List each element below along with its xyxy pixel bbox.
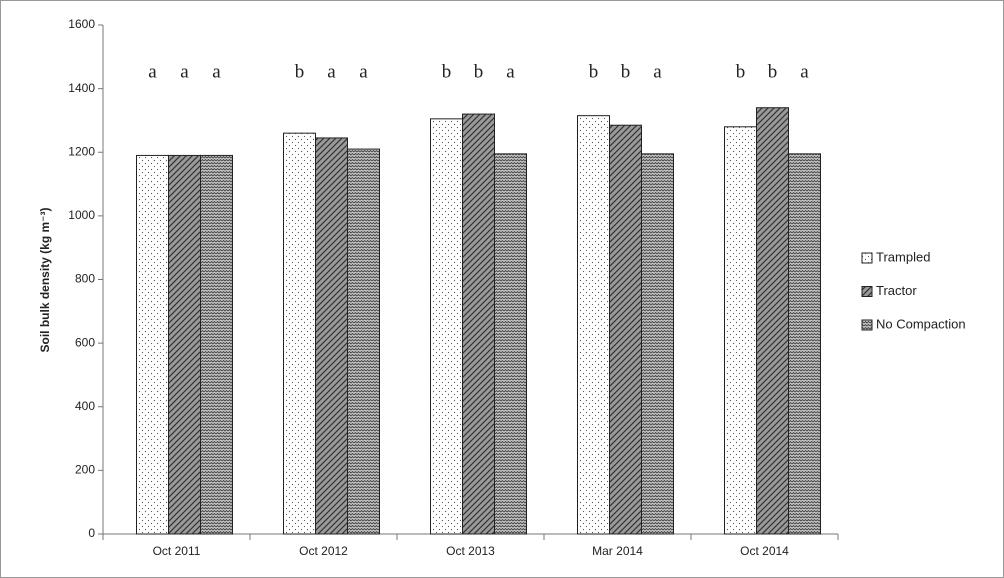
- significance-letter: b: [768, 61, 778, 82]
- legend-label: No Compaction: [876, 316, 966, 331]
- legend-swatch: [861, 319, 873, 331]
- bar: [609, 124, 642, 535]
- significance-letter: b: [295, 61, 305, 82]
- y-tick-label: 800: [75, 272, 95, 286]
- y-tick-label: 1400: [68, 81, 95, 95]
- legend-swatch: [861, 286, 873, 297]
- bar: [200, 154, 233, 535]
- significance-letter: b: [621, 61, 631, 82]
- legend-label: Trampled: [876, 249, 930, 264]
- x-tick-label: Oct 2011: [153, 544, 201, 558]
- significance-letter: a: [180, 61, 189, 82]
- bar: [577, 115, 610, 535]
- legend-swatch: [861, 252, 873, 264]
- significance-letter: a: [212, 61, 221, 82]
- significance-letter: a: [359, 61, 368, 82]
- bar: [462, 113, 495, 535]
- y-tick-label: 1600: [68, 17, 95, 31]
- bar: [347, 148, 380, 535]
- significance-letter: b: [736, 61, 746, 82]
- bar: [283, 132, 316, 535]
- y-tick-label: 0: [88, 526, 95, 540]
- bar: [136, 154, 169, 535]
- y-axis-label: Soil bulk density (kg m⁻³): [38, 207, 52, 352]
- significance-letter: a: [800, 61, 809, 82]
- y-tick-label: 600: [75, 335, 95, 349]
- bar: [724, 126, 757, 535]
- bar: [641, 153, 674, 535]
- legend-label: Tractor: [876, 283, 917, 298]
- y-tick-label: 1000: [68, 208, 95, 222]
- significance-letter: a: [506, 61, 515, 82]
- x-tick-label: Oct 2014: [740, 544, 789, 558]
- bar: [756, 107, 789, 535]
- y-tick-label: 1200: [68, 144, 95, 158]
- x-tick-label: Mar 2014: [592, 544, 643, 558]
- x-tick-label: Oct 2013: [446, 544, 495, 558]
- bar: [494, 153, 527, 535]
- significance-letter: b: [474, 61, 484, 82]
- bar: [430, 118, 463, 535]
- significance-letter: a: [148, 61, 157, 82]
- bar: [168, 154, 201, 535]
- y-tick-label: 200: [75, 463, 95, 477]
- x-tick-label: Oct 2012: [299, 544, 348, 558]
- significance-letter: b: [589, 61, 599, 82]
- bar: [788, 153, 821, 535]
- bar: [315, 137, 348, 535]
- y-tick-label: 400: [75, 399, 95, 413]
- significance-letter: b: [442, 61, 452, 82]
- significance-letter: a: [327, 61, 336, 82]
- significance-letter: a: [653, 61, 662, 82]
